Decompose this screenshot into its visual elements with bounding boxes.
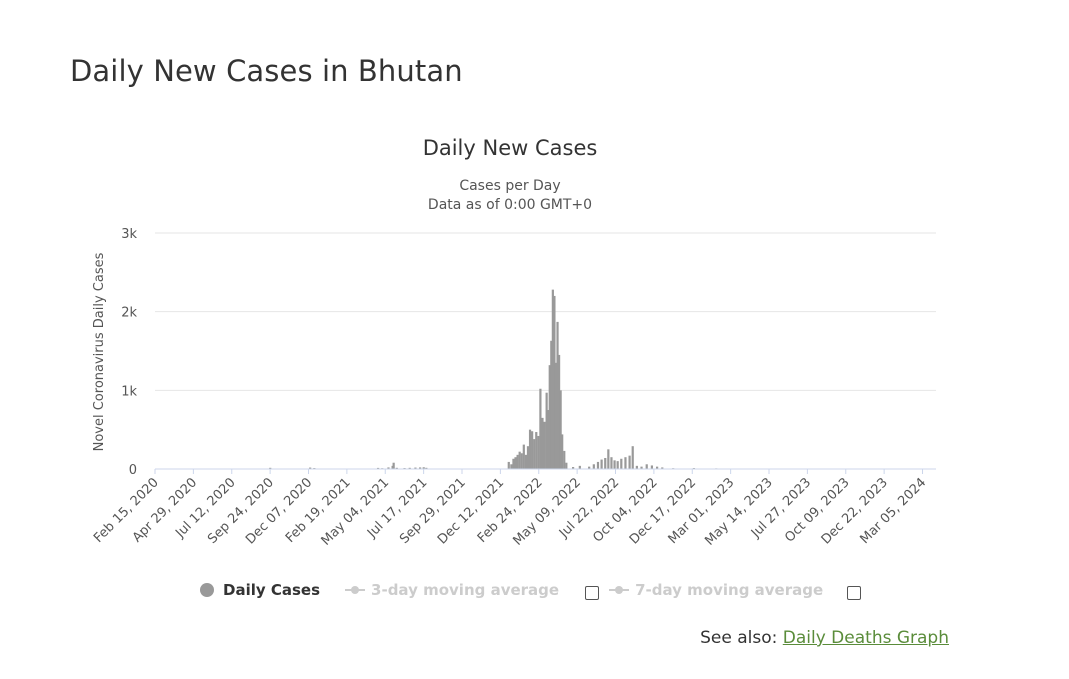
x-tick-label: Feb 15, 2020 — [91, 475, 162, 546]
bar[interactable] — [588, 466, 591, 469]
bar[interactable] — [640, 466, 643, 469]
chart-subtitle-2: Data as of 0:00 GMT+0 — [428, 197, 592, 213]
bar[interactable] — [387, 467, 390, 469]
bar[interactable] — [512, 458, 515, 469]
bars-series — [269, 289, 718, 469]
x-tick-label: Dec 17, 2022 — [627, 475, 699, 547]
bar[interactable] — [557, 354, 561, 469]
bar[interactable] — [547, 410, 550, 469]
bar[interactable] — [645, 464, 648, 469]
legend-daily-cases[interactable]: Daily Cases — [200, 581, 320, 599]
bar[interactable] — [510, 464, 513, 469]
bar[interactable] — [541, 417, 544, 469]
bar[interactable] — [408, 467, 411, 469]
x-tick-label: May 09, 2022 — [510, 475, 583, 548]
daily-deaths-graph-link[interactable]: Daily Deaths Graph — [782, 628, 949, 648]
bar[interactable] — [620, 458, 623, 469]
legend-3day-average-label: 3-day moving average — [371, 581, 560, 599]
y-tick-label: 3k — [121, 227, 137, 242]
see-also: See also: Daily Deaths Graph — [700, 628, 949, 648]
y-tick-label: 2k — [121, 306, 137, 321]
chart-legend: Daily Cases 3-day moving average 7-day m… — [200, 578, 862, 602]
chart-title: Daily New Cases — [423, 136, 598, 160]
bar[interactable] — [559, 390, 562, 469]
bar[interactable] — [520, 453, 523, 469]
bar[interactable] — [531, 431, 534, 469]
bar[interactable] — [635, 465, 638, 469]
bar[interactable] — [563, 450, 566, 469]
page-title: Daily New Cases in Bhutan — [70, 54, 463, 88]
bar[interactable] — [535, 432, 538, 469]
bar[interactable] — [571, 467, 575, 469]
bar[interactable] — [650, 465, 654, 469]
line-marker-icon — [609, 585, 630, 595]
bar[interactable] — [554, 362, 558, 469]
bar[interactable] — [395, 467, 398, 469]
bar[interactable] — [392, 462, 395, 469]
bar[interactable] — [550, 340, 553, 469]
y-tick-label: 1k — [121, 384, 137, 399]
bar[interactable] — [548, 365, 551, 469]
bar[interactable] — [422, 467, 425, 469]
bar[interactable] — [607, 449, 610, 469]
y-axis-title: Novel Coronavirus Daily Cases — [92, 252, 107, 451]
bar[interactable] — [419, 467, 422, 469]
bar[interactable] — [556, 321, 559, 469]
toggle-3day-average-checkbox[interactable] — [585, 585, 600, 600]
bar[interactable] — [533, 439, 536, 469]
bar[interactable] — [596, 461, 600, 469]
legend-3day-average[interactable]: 3-day moving average — [345, 581, 559, 599]
bar[interactable] — [516, 454, 519, 469]
bar[interactable] — [592, 464, 595, 469]
bar[interactable] — [507, 461, 510, 469]
bar[interactable] — [628, 455, 631, 469]
y-tick-label: 0 — [129, 463, 137, 478]
bar[interactable] — [565, 462, 568, 469]
bar[interactable] — [543, 421, 546, 469]
legend-7day-average-label: 7-day moving average — [635, 581, 824, 599]
bar[interactable] — [616, 461, 619, 469]
x-tick-label: Dec 12, 2021 — [435, 475, 507, 547]
see-also-prefix: See also: — [700, 628, 783, 648]
bar[interactable] — [539, 388, 542, 469]
bar[interactable] — [631, 446, 634, 469]
x-tick-label: May 14, 2023 — [702, 475, 775, 548]
bar[interactable] — [551, 289, 554, 469]
bar[interactable] — [269, 467, 272, 469]
bar[interactable] — [528, 429, 532, 469]
x-tick-label: Dec 22, 2023 — [819, 475, 891, 547]
line-marker-icon — [345, 585, 366, 595]
grid-lines: 0 1k 2k 3k — [121, 227, 936, 478]
bar[interactable] — [524, 454, 527, 469]
bar[interactable] — [610, 457, 613, 469]
bar[interactable] — [545, 392, 548, 469]
chart-subtitle-1: Cases per Day — [459, 178, 560, 194]
bar[interactable] — [414, 467, 417, 469]
bar[interactable] — [522, 444, 525, 469]
bar[interactable] — [537, 435, 540, 469]
bar[interactable] — [624, 457, 627, 469]
bar[interactable] — [656, 466, 659, 469]
bar[interactable] — [514, 457, 517, 469]
circle-icon — [200, 583, 214, 597]
bar[interactable] — [604, 457, 607, 469]
bar[interactable] — [518, 451, 521, 469]
legend-7day-average[interactable]: 7-day moving average — [609, 581, 823, 599]
bar[interactable] — [613, 460, 616, 469]
x-tick-label: Dec 07, 2020 — [243, 475, 315, 547]
bar[interactable] — [561, 434, 564, 469]
bar[interactable] — [526, 446, 530, 469]
toggle-7day-average-checkbox[interactable] — [847, 585, 862, 600]
x-tick-label: May 04, 2021 — [319, 475, 392, 548]
bar[interactable] — [661, 467, 664, 469]
bar[interactable] — [578, 465, 581, 469]
bar[interactable] — [309, 467, 312, 469]
bar[interactable] — [553, 295, 556, 469]
bar[interactable] — [425, 467, 428, 469]
bar[interactable] — [600, 459, 603, 469]
legend-daily-cases-label: Daily Cases — [223, 581, 321, 599]
bar[interactable] — [376, 467, 380, 469]
